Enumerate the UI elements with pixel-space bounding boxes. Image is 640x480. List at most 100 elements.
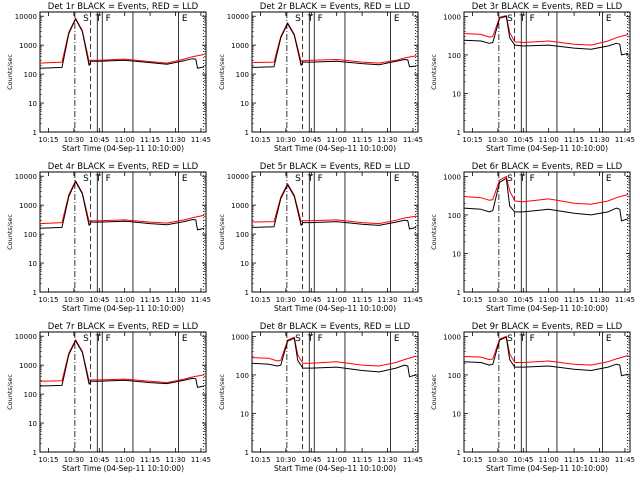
x-tick-label: 10:15: [250, 456, 270, 464]
flag-label: F: [530, 334, 535, 344]
flag-label: E: [394, 14, 400, 24]
x-tick-label: 11:30: [165, 456, 185, 464]
y-axis-label: Counts/sec: [218, 374, 226, 410]
plot-frame: [251, 171, 419, 293]
y-tick-label: 10: [452, 250, 461, 258]
x-tick-label: 11:45: [191, 296, 211, 304]
events-series-line: [39, 181, 205, 231]
x-tick-label: 10:45: [513, 296, 533, 304]
y-tick-label: 10000: [15, 13, 37, 21]
x-axis-label: Start Time (04-Sep-11 10:10:00): [62, 464, 184, 473]
y-tick-label: 1000: [19, 42, 37, 50]
y-tick-label: 1000: [443, 173, 461, 181]
x-tick-label: 10:15: [462, 296, 482, 304]
x-tick-label: 11:30: [589, 456, 609, 464]
plot-frame: [39, 11, 207, 133]
y-tick-label: 1: [33, 129, 37, 137]
flag-label: T: [307, 14, 314, 24]
detector-panel-4: Det 4r BLACK = Events, RED = LLD S T F E 1 10 1…: [6, 162, 211, 313]
lld-series-line: [463, 175, 629, 205]
y-tick-label: 1: [245, 129, 249, 137]
y-tick-label: 10000: [15, 173, 37, 181]
lld-series-line: [251, 336, 417, 367]
x-tick-label: 11:00: [327, 456, 347, 464]
y-tick-label: 100: [24, 231, 37, 239]
x-tick-label: 11:00: [115, 136, 135, 144]
x-axis-label: Start Time (04-Sep-11 10:10:00): [486, 464, 608, 473]
y-axis-label: Counts/sec: [430, 214, 438, 250]
lld-series-line: [251, 22, 417, 64]
x-tick-label: 11:45: [615, 456, 635, 464]
detector-panel-3: Det 3r BLACK = Events, RED = LLD S T F E 1 10 1…: [430, 2, 635, 153]
x-tick-label: 11:00: [327, 136, 347, 144]
x-tick-label: 11:15: [564, 456, 584, 464]
x-tick-label: 10:15: [38, 296, 58, 304]
x-tick-label: 11:45: [191, 136, 211, 144]
events-series-line: [463, 336, 629, 377]
events-series-line: [251, 337, 417, 378]
y-axis-label: Counts/sec: [6, 374, 14, 410]
flag-label: F: [318, 14, 323, 24]
x-tick-label: 10:45: [301, 296, 321, 304]
flag-label: T: [95, 174, 102, 184]
x-tick-label: 11:15: [352, 296, 372, 304]
flag-label: S: [295, 174, 301, 184]
x-tick-label: 10:30: [276, 296, 296, 304]
x-tick-label: 11:45: [615, 296, 635, 304]
x-tick-label: 10:45: [301, 136, 321, 144]
plot-frame: [251, 11, 419, 133]
flag-label: S: [83, 14, 89, 24]
detector-panel-9: Det 9r BLACK = Events, RED = LLD S T F E 1 10 1…: [430, 322, 635, 473]
flag-label: T: [519, 334, 526, 344]
x-axis-label: Start Time (04-Sep-11 10:10:00): [274, 464, 396, 473]
y-tick-label: 10000: [227, 13, 249, 21]
flag-label: E: [182, 334, 188, 344]
flag-label: F: [318, 334, 323, 344]
flag-label: S: [507, 334, 513, 344]
lld-series-line: [39, 180, 205, 225]
events-series-line: [251, 184, 417, 230]
y-tick-label: 10: [28, 260, 37, 268]
panel-title: Det 1r BLACK = Events, RED = LLD: [48, 2, 199, 12]
y-tick-label: 10: [28, 100, 37, 108]
x-tick-label: 11:00: [115, 296, 135, 304]
y-tick-label: 10: [452, 90, 461, 98]
y-tick-label: 10000: [227, 173, 249, 181]
x-tick-label: 11:30: [589, 296, 609, 304]
flag-label: F: [106, 14, 111, 24]
flag-label: S: [295, 334, 301, 344]
panel-title: Det 6r BLACK = Events, RED = LLD: [472, 162, 623, 172]
y-tick-label: 1000: [231, 202, 249, 210]
y-tick-label: 100: [448, 212, 461, 220]
flag-label: F: [106, 174, 111, 184]
flag-label: S: [507, 14, 513, 24]
events-series-line: [39, 18, 205, 69]
x-tick-label: 11:15: [352, 136, 372, 144]
plot-frame: [39, 171, 207, 293]
flag-label: E: [182, 174, 188, 184]
events-series-line: [251, 23, 417, 68]
y-tick-label: 10: [28, 420, 37, 428]
x-tick-label: 11:00: [327, 296, 347, 304]
lld-series-line: [251, 183, 417, 225]
x-tick-label: 11:00: [115, 456, 135, 464]
x-tick-label: 11:45: [403, 136, 423, 144]
x-tick-label: 10:30: [276, 136, 296, 144]
lld-series-line: [463, 335, 629, 366]
detector-panel-5: Det 5r BLACK = Events, RED = LLD S T F E 1 10 1…: [218, 162, 423, 313]
panel-title: Det 9r BLACK = Events, RED = LLD: [472, 322, 623, 332]
y-tick-label: 1: [33, 289, 37, 297]
lld-series-line: [463, 15, 629, 46]
x-axis-label: Start Time (04-Sep-11 10:10:00): [486, 304, 608, 313]
flag-label: S: [507, 174, 513, 184]
x-tick-label: 10:30: [488, 136, 508, 144]
x-tick-label: 10:15: [462, 456, 482, 464]
y-tick-label: 1: [457, 449, 461, 457]
x-tick-label: 10:15: [462, 136, 482, 144]
plot-frame: [251, 331, 419, 453]
x-tick-label: 10:45: [513, 456, 533, 464]
x-tick-label: 10:15: [38, 136, 58, 144]
x-tick-label: 10:45: [89, 456, 109, 464]
x-tick-label: 11:45: [403, 296, 423, 304]
